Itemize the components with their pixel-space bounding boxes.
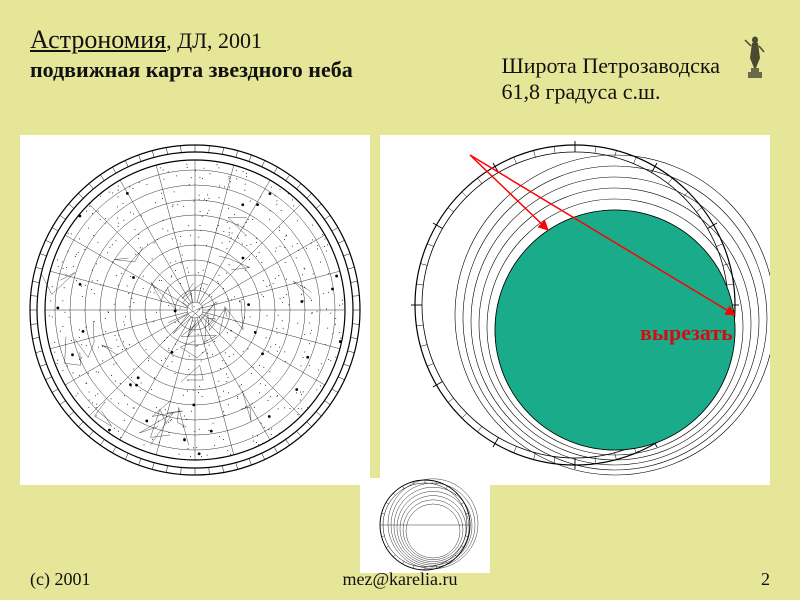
footer-copyright: (с) 2001 bbox=[30, 569, 90, 590]
footer-page-number: 2 bbox=[761, 569, 770, 590]
small-overlay-chart bbox=[360, 478, 490, 573]
title-block: Астрономия, ДЛ, 2001 подвижная карта зве… bbox=[30, 25, 353, 83]
mini-overlay-svg bbox=[360, 478, 490, 573]
latitude-block: Широта Петрозаводска 61,8 градуса с.ш. bbox=[502, 53, 721, 106]
right-overlay-chart: вырезать bbox=[380, 135, 770, 485]
overlay-svg bbox=[380, 135, 770, 485]
latitude-line-2: 61,8 градуса с.ш. bbox=[502, 79, 721, 105]
title-rest: , ДЛ, 2001 bbox=[166, 28, 262, 53]
left-star-chart bbox=[20, 135, 370, 485]
planisphere-svg bbox=[20, 135, 370, 485]
footer-email: mez@karelia.ru bbox=[342, 569, 457, 590]
cut-label: вырезать bbox=[640, 320, 733, 346]
subtitle: подвижная карта звездного неба bbox=[30, 57, 353, 83]
content-row: вырезать bbox=[0, 135, 800, 485]
statue-icon bbox=[740, 30, 770, 80]
latitude-line-1: Широта Петрозаводска bbox=[502, 53, 721, 79]
header: Астрономия, ДЛ, 2001 подвижная карта зве… bbox=[0, 0, 800, 116]
title-line-1: Астрономия, ДЛ, 2001 bbox=[30, 25, 353, 55]
footer: (с) 2001 mez@karelia.ru 2 bbox=[30, 569, 770, 590]
title-main: Астрономия bbox=[30, 25, 166, 54]
